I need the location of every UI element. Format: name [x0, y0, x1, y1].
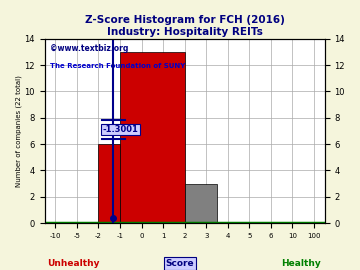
Text: -1.3001: -1.3001	[103, 125, 139, 134]
Bar	[98, 144, 120, 223]
Title: Z-Score Histogram for FCH (2016)
Industry: Hospitality REITs: Z-Score Histogram for FCH (2016) Industr…	[85, 15, 284, 37]
Text: Healthy: Healthy	[281, 259, 320, 268]
Text: ©www.textbiz.org: ©www.textbiz.org	[50, 44, 129, 53]
Bar	[185, 184, 217, 223]
Text: Score: Score	[166, 259, 194, 268]
Bar	[120, 52, 185, 223]
Text: Unhealthy: Unhealthy	[47, 259, 99, 268]
Text: The Research Foundation of SUNY: The Research Foundation of SUNY	[50, 63, 185, 69]
Y-axis label: Number of companies (22 total): Number of companies (22 total)	[15, 75, 22, 187]
